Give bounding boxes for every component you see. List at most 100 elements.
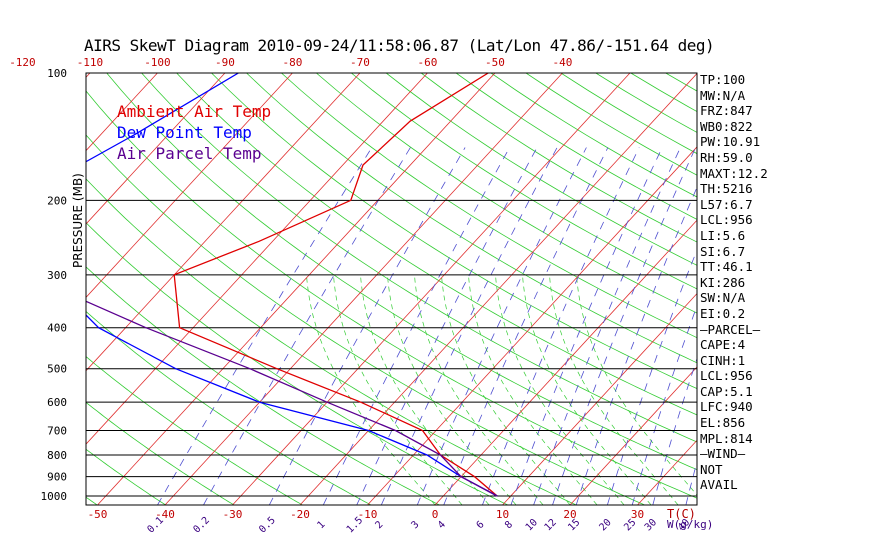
top-temperature-tick-label: -40 — [553, 56, 573, 69]
isotherm-line — [86, 73, 428, 445]
mixing-ratio-line — [416, 147, 587, 505]
legend-air-parcel-temp: Air Parcel Temp — [117, 144, 262, 163]
bottom-temperature-tick-labels: -50 -40 -30 -20 -10 0 10 20 30 — [88, 508, 645, 521]
mixing-ratio-tick-label: 4 — [436, 519, 448, 531]
dry-adiabat-line — [86, 90, 697, 499]
pressure-tick-label: 300 — [47, 269, 67, 282]
isotherm-line — [367, 146, 697, 505]
side-item: LFC:940 — [700, 399, 753, 415]
legend-dew-point-temp: Dew Point Temp — [117, 123, 252, 142]
isotherm-line — [840, 73, 870, 505]
legend: Ambient Air Temp Dew Point Temp Air Parc… — [117, 101, 271, 164]
top-temperature-tick-label: -60 — [418, 56, 438, 69]
side-item: MW:N/A — [700, 87, 746, 103]
side-item: TH:5216 — [700, 181, 753, 197]
dry-adiabat-line — [86, 134, 645, 505]
side-item: CINH:1 — [700, 352, 746, 368]
axes-frame — [85, 72, 698, 506]
isotherm-line — [86, 73, 91, 78]
side-item: PW:10.91 — [700, 134, 761, 150]
dry-adiabat-line — [86, 266, 440, 505]
bottom-temperature-tick-label: 10 — [496, 508, 509, 521]
side-item: —WIND— — [700, 446, 746, 462]
mixing-ratio-line — [575, 186, 697, 505]
dry-adiabat-line — [86, 496, 98, 505]
dry-adiabat-line — [316, 73, 697, 314]
dry-adiabat-line — [490, 73, 697, 198]
mixing-ratio-line — [203, 147, 411, 505]
isotherm-line — [0, 73, 22, 505]
mixing-ratio-tick-label: 10 — [524, 517, 540, 533]
moist-adiabat-line — [306, 274, 436, 505]
pressure-tick-label: 800 — [47, 449, 67, 462]
dry-adiabat-line — [455, 73, 697, 220]
pressure-tick-labels: 100 200 300 400 500 600 700 800 900 1000 — [41, 67, 68, 503]
side-item: LCL:956 — [700, 212, 753, 228]
dry-adiabat-line — [385, 73, 697, 266]
side-item: MPL:814 — [700, 430, 753, 446]
isotherm-line — [569, 366, 697, 505]
pressure-tick-label: 200 — [47, 194, 67, 207]
side-item: KI:286 — [700, 274, 746, 290]
pressure-tick-label: 400 — [47, 322, 67, 335]
isotherm-line — [299, 73, 697, 505]
sounding-profiles — [86, 73, 498, 497]
pressure-tick-label: 900 — [47, 471, 67, 484]
dry-adiabat-line — [86, 356, 303, 505]
dry-adiabat-line — [86, 222, 508, 505]
mixing-ratio-line — [356, 147, 538, 505]
pressure-tick-label: 600 — [47, 396, 67, 409]
moist-adiabat-line — [576, 274, 697, 496]
pressure-tick-label: 100 — [47, 67, 67, 80]
moist-adiabat-line — [468, 274, 598, 505]
mixing-ratio-line — [380, 147, 558, 505]
mixing-ratio-line — [157, 147, 373, 505]
side-item: MAXT:12.2 — [700, 165, 768, 181]
dry-adiabat-line — [211, 73, 697, 390]
dry-adiabat-line — [86, 178, 577, 505]
profile-line-dew-point-temp — [86, 73, 498, 497]
bottom-temperature-tick-label: -40 — [155, 508, 175, 521]
moist-adiabat-line — [441, 274, 571, 505]
dry-adiabat-line — [86, 402, 235, 505]
bottom-temperature-tick-label: -30 — [223, 508, 243, 521]
dry-adiabat-line — [86, 310, 372, 505]
mixing-ratio-tick-label: 0.5 — [257, 515, 278, 536]
isotherm-line — [502, 292, 697, 505]
side-item: RH:59.0 — [700, 149, 753, 165]
top-temperature-tick-label: -110 — [77, 56, 104, 69]
bottom-temperature-tick-label: 20 — [563, 508, 576, 521]
pressure-tick-label: 500 — [47, 363, 67, 376]
side-item: AVAIL — [700, 477, 738, 493]
y-axis-label: PRESSURE (MB) — [71, 173, 85, 268]
stability-indices-panel: TP:100 MW:N/A FRZ:847 WB0:822 PW:10.91 R… — [700, 72, 768, 493]
isotherm-line — [86, 73, 158, 152]
mixing-ratio-line — [482, 147, 640, 505]
mixing-ratio-tick-label: 12 — [543, 517, 559, 533]
dry-adiabat-line — [246, 73, 697, 364]
side-item: EL:856 — [700, 415, 746, 431]
isotherm-line — [86, 73, 293, 298]
top-temperature-tick-label: -120 — [9, 56, 36, 69]
moist-adiabat-line — [360, 274, 490, 505]
mixing-ratio-tick-label: 20 — [597, 517, 613, 533]
moist-adiabat-line — [495, 274, 625, 505]
side-item: FRZ:847 — [700, 103, 753, 119]
isotherm-line — [164, 73, 563, 505]
mixing-ratio-line — [533, 147, 681, 505]
side-item: L57:6.7 — [700, 196, 753, 212]
mixing-ratio-line — [552, 147, 696, 505]
isotherm-line — [86, 73, 361, 372]
side-item: —PARCEL— — [700, 321, 761, 337]
side-item: EI:0.2 — [700, 305, 746, 321]
top-temperature-tick-label: -70 — [350, 56, 370, 69]
side-item: CAP:5.1 — [700, 383, 753, 399]
top-temperature-tick-label: -80 — [283, 56, 303, 69]
dry-adiabat-line — [281, 73, 697, 339]
dry-adiabat-line — [176, 73, 697, 416]
isotherm-line — [86, 73, 226, 225]
side-item: LCL:956 — [700, 368, 753, 384]
chart-title: AIRS SkewT Diagram 2010-09-24/11:58:06.8… — [84, 36, 715, 55]
mixing-ratio-tick-label: 6 — [475, 519, 487, 531]
